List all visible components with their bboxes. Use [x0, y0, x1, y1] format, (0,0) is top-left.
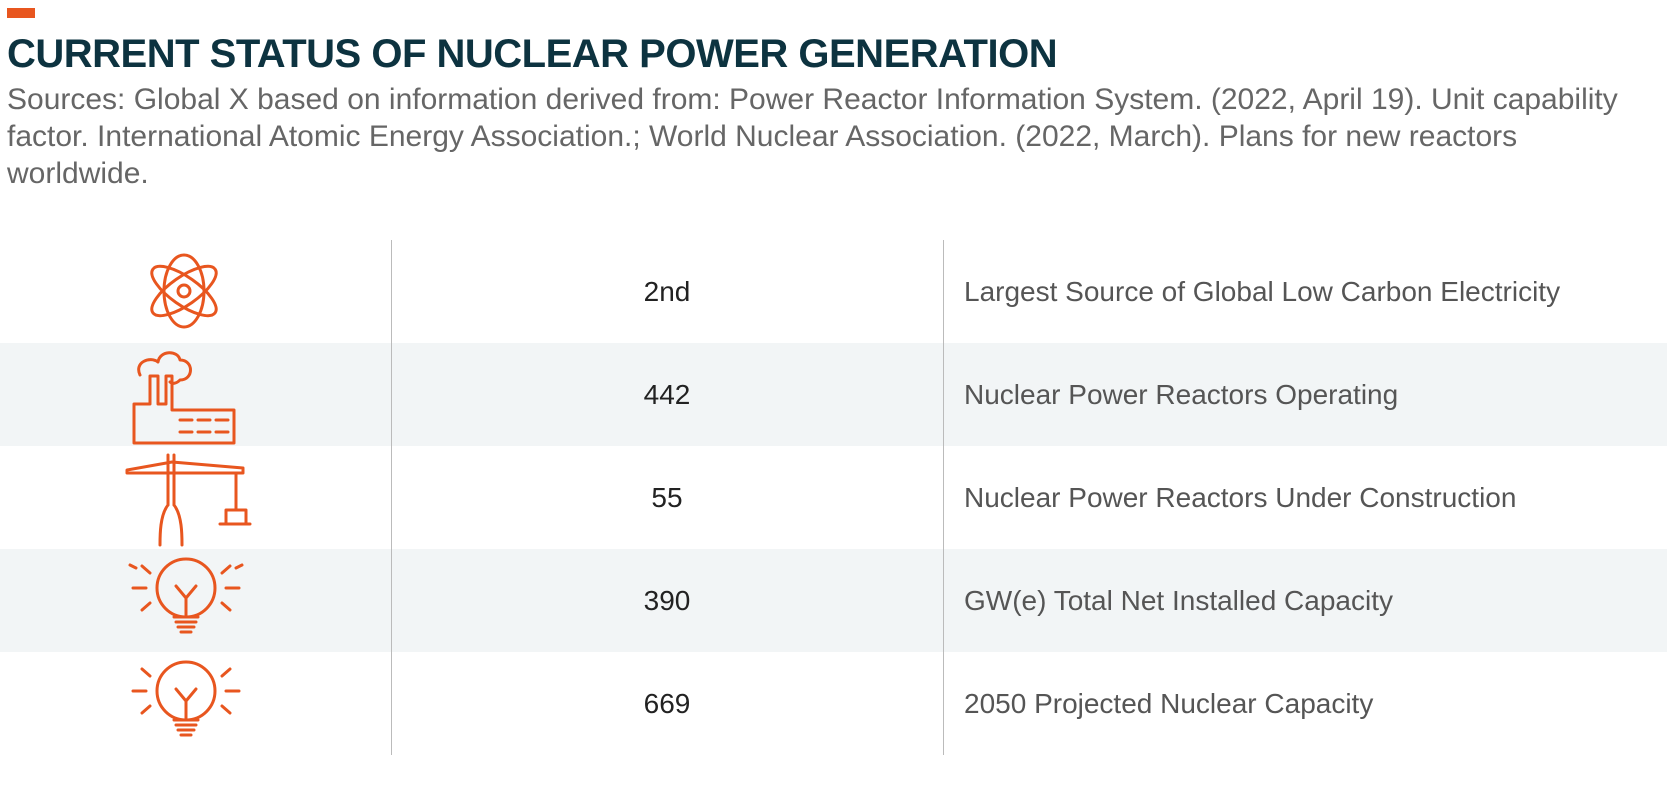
- table-row: 2nd Largest Source of Global Low Carbon …: [0, 240, 1667, 343]
- table-row: 55 Nuclear Power Reactors Under Construc…: [0, 446, 1667, 549]
- row-value: 442: [643, 379, 691, 410]
- table-row: 390 GW(e) Total Net Installed Capacity: [0, 549, 1667, 652]
- sources: Sources: Global X based on information d…: [7, 83, 1618, 190]
- icons: [125, 253, 252, 737]
- row-label: Nuclear Power Reactors Under Constructio…: [964, 482, 1517, 513]
- title: CURRENT STATUS OF NUCLEAR POWER GENERATI…: [7, 32, 1058, 76]
- accent-bar: [7, 8, 35, 18]
- crane-icon: [125, 453, 252, 547]
- bulb-icon: [128, 557, 244, 634]
- factory-icon: [132, 351, 236, 445]
- column-divider: [391, 240, 392, 755]
- row-label: GW(e) Total Net Installed Capacity: [964, 585, 1393, 616]
- atom-icon: [150, 253, 218, 329]
- row-label: Nuclear Power Reactors Operating: [964, 379, 1399, 410]
- row-value: 390: [643, 585, 691, 616]
- table-row: 442 Nuclear Power Reactors Operating: [0, 343, 1667, 446]
- table-row: 669 2050 Projected Nuclear Capacity: [0, 652, 1667, 755]
- row-value: 669: [643, 688, 691, 719]
- column-divider: [943, 240, 944, 755]
- row-value: 2nd: [643, 276, 691, 307]
- row-value: 55: [651, 482, 683, 513]
- row-label: Largest Source of Global Low Carbon Elec…: [964, 276, 1561, 307]
- bulb-icon: [131, 660, 241, 737]
- row-label: 2050 Projected Nuclear Capacity: [964, 688, 1374, 719]
